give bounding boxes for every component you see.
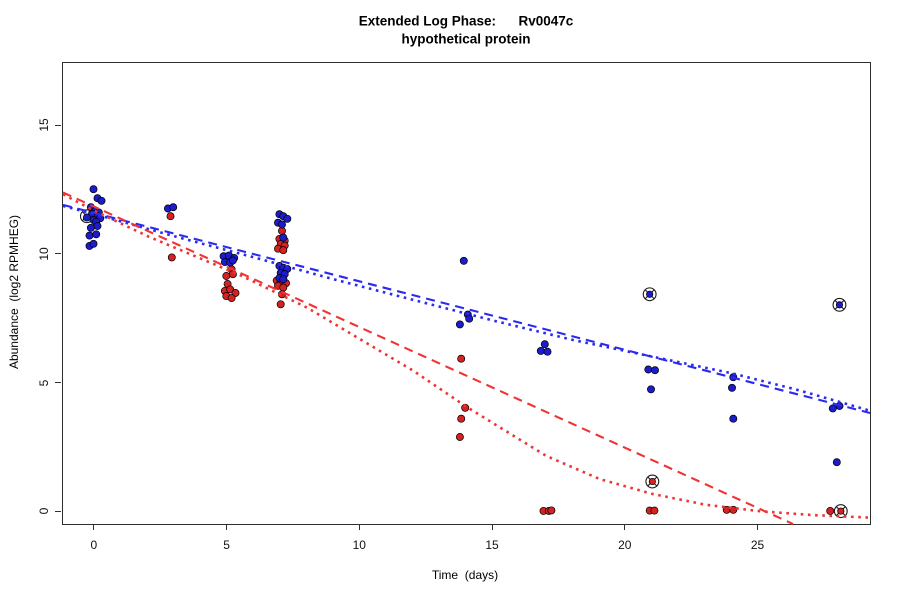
x-axis-tick-label: 15 [485, 538, 499, 552]
red-point [650, 506, 659, 515]
blue-point [283, 214, 292, 223]
red-point [279, 246, 288, 255]
x-axis-tick [226, 524, 228, 530]
red-point [166, 212, 175, 221]
outlier-markers-red-dot [837, 507, 845, 515]
blue-point [82, 213, 91, 222]
x-axis-tick [358, 524, 360, 530]
x-axis-tick [491, 524, 493, 530]
blue-point [169, 203, 178, 212]
blue-point [89, 185, 98, 194]
red-point [457, 414, 466, 423]
outlier-markers-blue-dot [835, 301, 844, 309]
blue-point [89, 239, 98, 248]
chart-title-line2: hypothetical protein [401, 31, 531, 47]
blue-point [93, 222, 102, 230]
x-axis-tick-label: 0 [90, 538, 98, 552]
blue-dashed-fit [62, 203, 871, 415]
y-axis-tick [55, 510, 61, 512]
outlier-markers-red-dot [648, 477, 656, 486]
outlier-markers-blue-circle [832, 297, 847, 312]
red-point [455, 433, 464, 441]
outlier-markers-red-circle [645, 474, 660, 489]
plot-area [62, 62, 871, 525]
blue-point [85, 231, 94, 240]
blue-point [543, 347, 552, 356]
blue-point [278, 220, 286, 229]
blue-point [279, 275, 288, 284]
x-axis-tick-label: 25 [750, 538, 765, 552]
blue-point [828, 404, 837, 413]
blue-dotted-fit [62, 204, 871, 412]
outlier-markers-blue-circle [642, 287, 657, 302]
blue-point [644, 365, 653, 374]
blue-point [279, 233, 288, 242]
red-point [547, 506, 556, 515]
outlier-markers-blue-dot [646, 290, 654, 298]
x-axis-tick-label: 10 [352, 538, 366, 552]
red-point [457, 354, 466, 363]
y-axis-label: Abundance (log2 RPMHEG) [7, 214, 21, 370]
red-point [227, 294, 236, 303]
chart-title-line1: Extended Log Phase: Rv0047c [358, 13, 574, 29]
y-axis-tick-label: 5 [37, 379, 51, 386]
y-axis-tick-label: 0 [37, 508, 51, 515]
blue-point [97, 196, 106, 205]
outlier-markers-red-circle [833, 504, 848, 519]
blue-point [228, 256, 237, 265]
blue-point [455, 320, 464, 329]
blue-point [651, 366, 659, 375]
blue-point [728, 383, 736, 392]
y-axis-tick [55, 124, 61, 126]
blue-point [540, 340, 549, 349]
red-point [276, 300, 285, 309]
red-point [228, 270, 237, 279]
red-point [826, 506, 835, 515]
blue-point [536, 346, 545, 355]
y-axis-tick [55, 382, 61, 384]
y-axis-tick-label: 10 [37, 247, 51, 261]
x-axis-tick [93, 524, 95, 530]
blue-point [832, 458, 841, 467]
red-dashed-fit [62, 191, 794, 525]
red-point [222, 272, 231, 280]
red-dotted-fit [62, 193, 871, 519]
blue-point [647, 385, 655, 394]
chart-canvas [62, 185, 871, 525]
x-axis-tick [624, 524, 626, 530]
blue-point [92, 230, 101, 239]
red-point [279, 283, 288, 292]
y-axis-tick-label: 15 [37, 118, 51, 132]
x-axis-tick [757, 524, 758, 530]
x-axis-tick-label: 20 [618, 538, 632, 552]
blue-point [86, 223, 95, 232]
x-axis-label: Time (days) [431, 568, 499, 582]
red-point [167, 253, 176, 262]
blue-point [459, 256, 468, 265]
x-axis-tick-label: 5 [223, 538, 230, 552]
y-axis-tick [55, 253, 61, 255]
blue-point [729, 414, 738, 423]
blue-point [465, 314, 474, 323]
